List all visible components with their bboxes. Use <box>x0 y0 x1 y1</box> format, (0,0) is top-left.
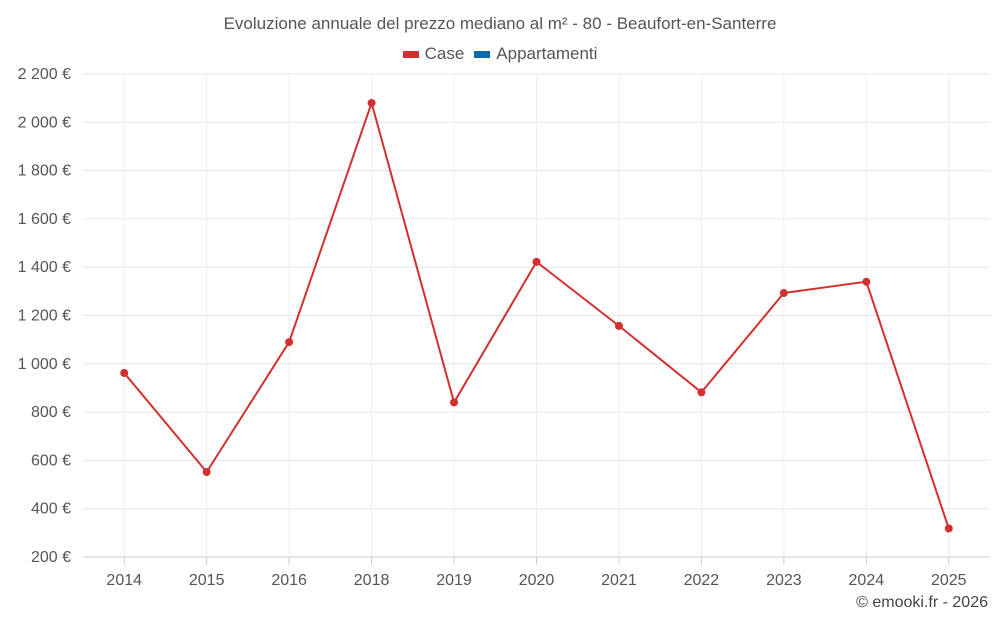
x-tick-label: 2024 <box>849 572 885 589</box>
data-point <box>944 524 953 533</box>
chart-title: Evoluzione annuale del prezzo mediano al… <box>223 14 777 33</box>
legend-swatch-case <box>402 50 419 58</box>
y-tick-label: 2 000 € <box>18 114 71 131</box>
data-point <box>862 277 871 286</box>
y-tick-label: 400 € <box>31 501 71 518</box>
y-tick-label: 1 000 € <box>18 356 71 373</box>
x-tick-label: 2020 <box>519 572 555 589</box>
y-tick-label: 1 600 € <box>18 211 71 228</box>
y-tick-label: 2 200 € <box>18 66 71 83</box>
x-tick-label: 2019 <box>436 572 472 589</box>
x-tick-label: 2018 <box>354 572 390 589</box>
x-tick-label: 2016 <box>271 572 307 589</box>
data-point <box>120 368 129 377</box>
y-tick-label: 1 200 € <box>18 308 71 325</box>
x-tick-label: 2021 <box>601 572 637 589</box>
y-tick-label: 800 € <box>31 404 71 421</box>
data-point <box>532 257 541 266</box>
legend-item-appartamenti[interactable]: Appartamenti <box>474 44 597 64</box>
data-point <box>367 98 376 107</box>
x-tick-label: 2014 <box>106 572 142 589</box>
legend-swatch-appartamenti <box>474 50 491 58</box>
x-tick-label: 2022 <box>684 572 720 589</box>
data-point <box>779 289 788 298</box>
data-point <box>614 321 623 330</box>
x-tick-label: 2023 <box>766 572 802 589</box>
data-point <box>450 398 459 407</box>
x-tick-label: 2015 <box>189 572 225 589</box>
data-point <box>697 388 706 397</box>
legend: Case Appartamenti <box>0 44 1000 64</box>
legend-label-appartamenti: Appartamenti <box>496 44 598 63</box>
legend-label-case: Case <box>424 44 465 63</box>
y-tick-label: 1 800 € <box>18 163 71 180</box>
data-point <box>285 338 294 347</box>
copyright-credit: © emooki.fr - 2026 <box>856 594 988 611</box>
x-tick-label: 2025 <box>931 572 967 589</box>
data-point <box>202 467 211 476</box>
legend-item-case[interactable]: Case <box>402 44 465 64</box>
y-tick-label: 200 € <box>31 549 71 566</box>
y-tick-label: 1 400 € <box>18 259 71 276</box>
y-tick-label: 600 € <box>31 452 71 469</box>
